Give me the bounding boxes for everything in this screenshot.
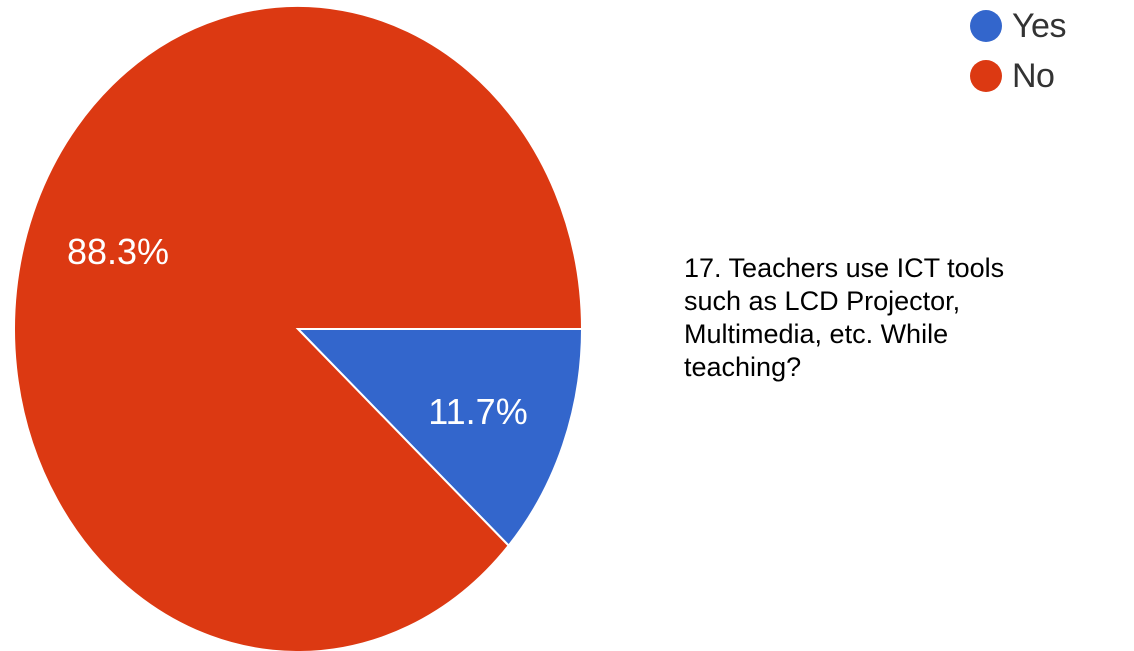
question-line-4: teaching? (684, 352, 802, 382)
question-line-3: Multimedia, etc. While (684, 319, 949, 349)
question-text: 17. Teachers use ICT tools such as LCD Pr… (684, 252, 1134, 384)
legend-label-yes: Yes (1012, 6, 1066, 45)
legend-label-no: No (1012, 56, 1055, 95)
legend-swatch-yes (970, 10, 1002, 42)
legend-item-yes[interactable]: Yes (970, 6, 1130, 46)
slice-label-no: 88.3% (67, 231, 169, 272)
question-line-1: 17. Teachers use ICT tools (684, 253, 1005, 283)
slice-label-yes: 11.7% (428, 391, 527, 432)
pie-slice-no[interactable] (13, 5, 584, 651)
legend-item-no[interactable]: No (970, 56, 1130, 96)
pie-chart: 11.7% 88.3% (13, 5, 584, 651)
legend: Yes No (970, 6, 1130, 106)
question-line-2: such as LCD Projector, (684, 286, 961, 316)
legend-swatch-no (970, 60, 1002, 92)
pie-slice-yes[interactable] (295, 328, 584, 548)
